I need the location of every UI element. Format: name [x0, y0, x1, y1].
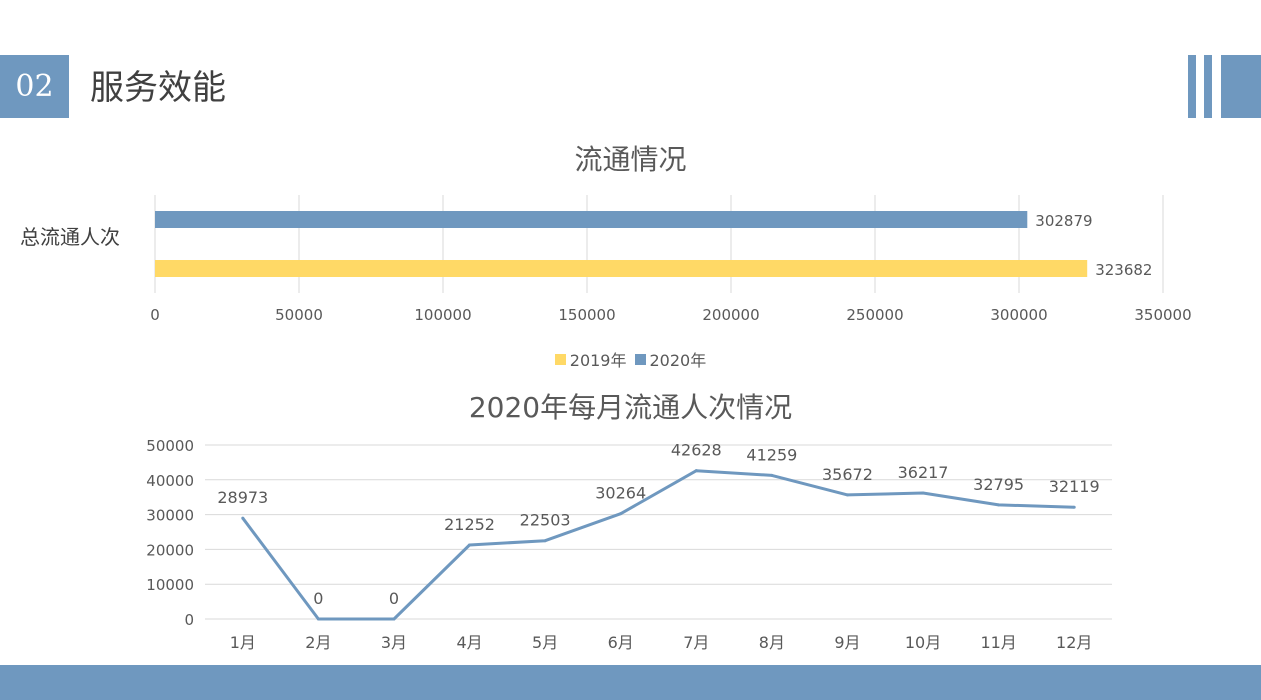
legend-label-2019: 2019年: [569, 351, 627, 370]
line-data-label: 28973: [217, 488, 268, 507]
line-data-label: 21252: [444, 515, 495, 534]
line-data-label: 41259: [746, 445, 797, 464]
bar-x-tick-label: 250000: [846, 306, 903, 324]
line-y-tick-label: 30000: [146, 507, 194, 525]
line-point: [694, 469, 698, 473]
bar-2019: [155, 260, 1088, 277]
legend-swatch-2019: [554, 353, 566, 365]
line-point: [543, 539, 547, 543]
line-series: [241, 469, 1075, 621]
line-x-tick-label: 4月: [456, 633, 482, 652]
bar-x-tick-label: 200000: [702, 306, 759, 324]
bar-chart-title: 流通情况: [574, 143, 687, 176]
line-x-tick-label: 9月: [834, 633, 860, 652]
legend-item-2019: 2019年: [554, 347, 627, 371]
decorative-bar-2: [1204, 55, 1212, 118]
line-chart-title: 2020年每月流通人次情况: [468, 391, 793, 424]
line-point: [845, 493, 849, 497]
section-number-badge: 02: [0, 55, 69, 118]
line-point: [241, 516, 245, 520]
line-data-label: 0: [313, 589, 323, 608]
line-point: [997, 503, 1001, 507]
bar-x-tick-label: 0: [150, 306, 160, 324]
legend-swatch-2020: [634, 353, 646, 365]
line-point: [1072, 505, 1076, 509]
line-point: [468, 543, 472, 547]
line-point: [392, 617, 396, 621]
decorative-block: [1221, 55, 1261, 118]
section-title: 服务效能: [90, 68, 226, 108]
line-y-tick-label: 40000: [146, 472, 194, 490]
line-x-tick-label: 3月: [381, 633, 407, 652]
line-x-tick-label: 7月: [683, 633, 709, 652]
bar-x-tick-label: 150000: [558, 306, 615, 324]
bar-category-label: 总流通人次: [20, 225, 120, 249]
decorative-bar-1: [1188, 55, 1196, 118]
line-x-tick-label: 8月: [759, 633, 785, 652]
bar-chart-legend: 2019年 2020年: [0, 347, 1261, 371]
legend-label-2020: 2020年: [649, 351, 707, 370]
line-y-tick-label: 20000: [146, 541, 194, 559]
bar-x-tick-label: 350000: [1134, 306, 1191, 324]
line-point: [770, 473, 774, 477]
line-x-tick-label: 1月: [230, 633, 256, 652]
legend-item-2020: 2020年: [634, 347, 707, 371]
line-data-label: 35672: [822, 465, 873, 484]
line-data-label: 42628: [671, 441, 722, 460]
bar-x-tick-label: 300000: [990, 306, 1047, 324]
line-point: [921, 491, 925, 495]
line-point: [316, 617, 320, 621]
bar-x-tick-label: 100000: [414, 306, 471, 324]
line-data-label: 30264: [595, 484, 646, 503]
line-data-label: 32119: [1049, 477, 1100, 496]
line-y-tick-label: 10000: [146, 576, 194, 594]
line-point: [619, 512, 623, 516]
line-y-tick-label: 50000: [146, 437, 194, 455]
line-x-tick-label: 5月: [532, 633, 558, 652]
line-x-tick-label: 12月: [1056, 633, 1092, 652]
line-x-tick-label: 6月: [608, 633, 634, 652]
line-data-label: 22503: [520, 511, 571, 530]
line-y-tick-label: 0: [184, 611, 194, 629]
footer-bar: [0, 665, 1261, 700]
bar-x-tick-label: 50000: [275, 306, 323, 324]
line-data-label: 32795: [973, 475, 1024, 494]
line-x-tick-label: 11月: [980, 633, 1016, 652]
bar-chart: 0 50000 100000 150000 200000 250000 300000 3500…: [20, 195, 1192, 324]
bar-data-label-2020: 302879: [1035, 212, 1092, 230]
line-data-label: 36217: [898, 463, 949, 482]
line-x-tick-label: 10月: [905, 633, 941, 652]
bar-data-label-2019: 323682: [1095, 261, 1152, 279]
bar-2020: [155, 211, 1028, 228]
line-data-label: 0: [389, 589, 399, 608]
line-x-tick-label: 2月: [305, 633, 331, 652]
